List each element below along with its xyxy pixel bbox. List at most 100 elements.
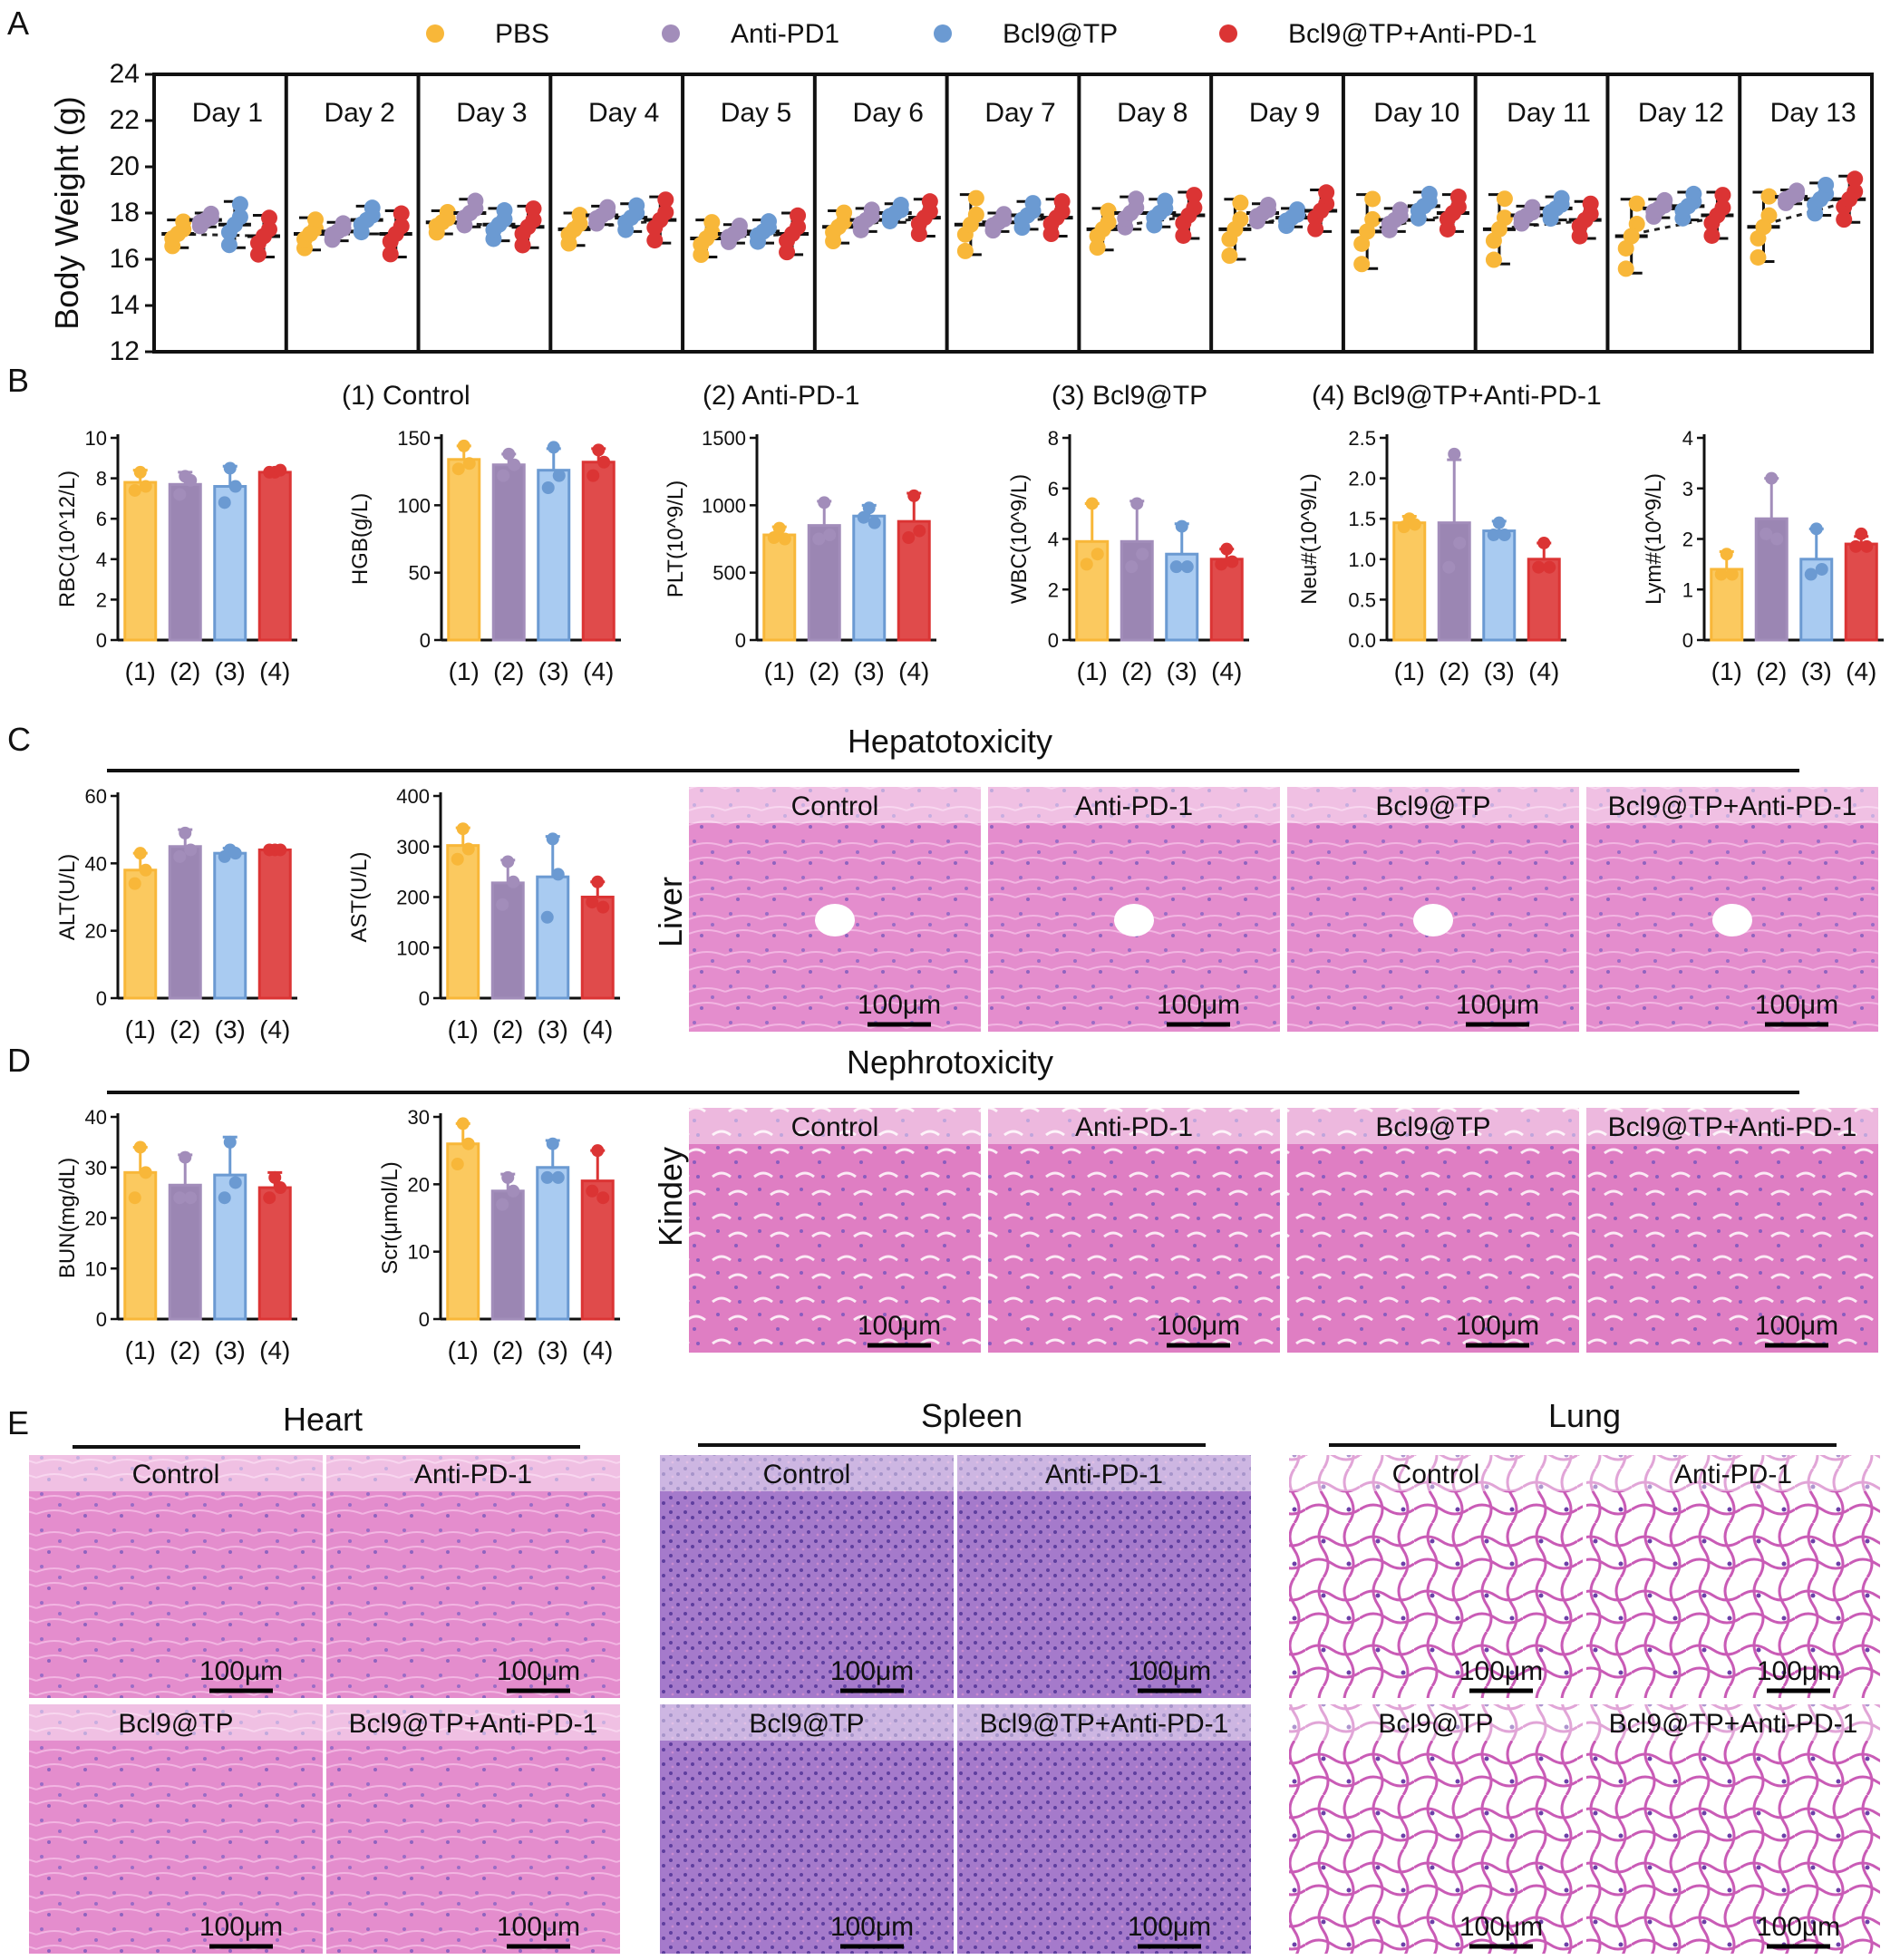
data-point [546,1137,559,1150]
data-point [1091,548,1104,561]
data-point [184,1191,198,1205]
data-point [1543,560,1556,574]
data-point [1080,558,1093,571]
x-category-label: (4) [259,657,290,685]
x-category-label: (4) [259,1015,290,1043]
day-label: Day 5 [721,98,791,128]
data-point [1582,195,1599,212]
data-point [451,462,465,476]
data-point [1175,519,1188,533]
data-point [179,1150,192,1164]
x-category-label: (3) [1167,657,1197,685]
data-point [812,532,826,546]
ast-bar-chart: 0 100 200 300 400 AST(U/L) (1) (2) (3) (4) [347,785,620,1043]
x-category-label: (4) [582,1336,613,1364]
image-header-label: Bcl9@TP [749,1709,864,1739]
bar [1392,521,1427,642]
data-point [263,1191,276,1205]
spleen-title: Spleen [921,1397,1023,1434]
scale-bar-label: 100μm [1456,990,1539,1020]
image-header-label: Anti-PD-1 [1674,1460,1792,1489]
data-point [1759,527,1773,540]
data-point [540,910,554,924]
image-header-band [1289,1704,1583,1741]
image-header-label: Bcl9@TP [1375,1112,1490,1142]
scale-bar-label: 100μm [1459,1912,1543,1942]
image-header-band [660,1455,954,1491]
x-category-label: (1) [1394,657,1425,685]
image-header-band [1586,1704,1880,1741]
y-tick-label: 16 [110,244,140,274]
data-point [1760,188,1778,205]
x-category-label: (3) [1801,657,1832,685]
day-label: Day 12 [1638,98,1724,128]
scale-bar-label: 100μm [1755,990,1838,1020]
y-tick-label: 18 [110,198,140,228]
data-point [1415,198,1432,215]
image-header-band [29,1455,323,1491]
data-point [967,189,984,207]
data-point [218,849,231,863]
data-point [223,461,237,475]
data-point [128,877,141,890]
group-key-control: (1) Control [342,381,470,411]
data-point [1408,518,1421,531]
data-point [913,524,926,538]
x-category-label: (3) [1484,657,1515,685]
y-tick-label: 4 [96,548,107,571]
data-point [547,441,560,454]
day-label: Day 3 [456,98,527,128]
data-point [1151,205,1168,221]
scale-bar-label: 100μm [830,1656,914,1686]
data-point [220,237,238,254]
x-category-label: (2) [1121,657,1152,685]
histology-image [326,1704,620,1954]
data-point [1220,542,1234,556]
image-header-band [988,1108,1280,1144]
data-point [623,209,640,227]
kidney-label: Kindey [652,1147,689,1247]
data-point [1487,529,1500,542]
scale-bar-label: 100μm [1157,1311,1240,1341]
image-header-band [689,1108,981,1144]
data-point [133,1140,147,1154]
panel-label-c: C [7,721,31,758]
data-point [767,531,780,545]
x-category-label: (2) [170,1336,200,1364]
y-axis-title: ALT(U/L) [55,854,80,941]
data-point [1812,190,1829,208]
panel-label-d: D [7,1042,31,1079]
scale-bar-label: 100μm [830,1912,914,1942]
data-point [1576,211,1594,228]
x-category-label: (1) [1711,657,1742,685]
image-header-label: Bcl9@TP+Anti-PD-1 [980,1709,1229,1739]
bar [537,469,571,642]
panel-label-e: E [7,1404,29,1441]
y-tick-label: 6 [96,508,107,530]
data-point [652,211,669,228]
y-axis-title: RBC(10^12/L) [55,471,80,607]
y-tick-label: 20 [85,920,107,943]
data-point [1809,522,1823,536]
histology-image [957,1704,1251,1954]
x-category-label: (3) [538,657,569,685]
bar [213,851,247,1000]
data-point [1498,529,1511,542]
data-point [1019,207,1036,224]
data-point [1024,195,1042,212]
data-point [228,480,242,493]
data-point [451,852,464,866]
data-point [1100,202,1117,219]
x-category-label: (2) [492,1336,523,1364]
data-point [1685,185,1702,202]
data-point [1449,189,1467,206]
y-tick-label: 10 [85,427,107,450]
data-point [228,1176,242,1189]
day-label: Day 2 [324,98,394,128]
data-point [836,204,853,221]
bar [257,471,292,642]
scale-bar-label: 100μm [497,1656,580,1686]
data-point [586,469,600,482]
image-header-label: Control [1392,1460,1480,1489]
data-point [1180,207,1197,224]
